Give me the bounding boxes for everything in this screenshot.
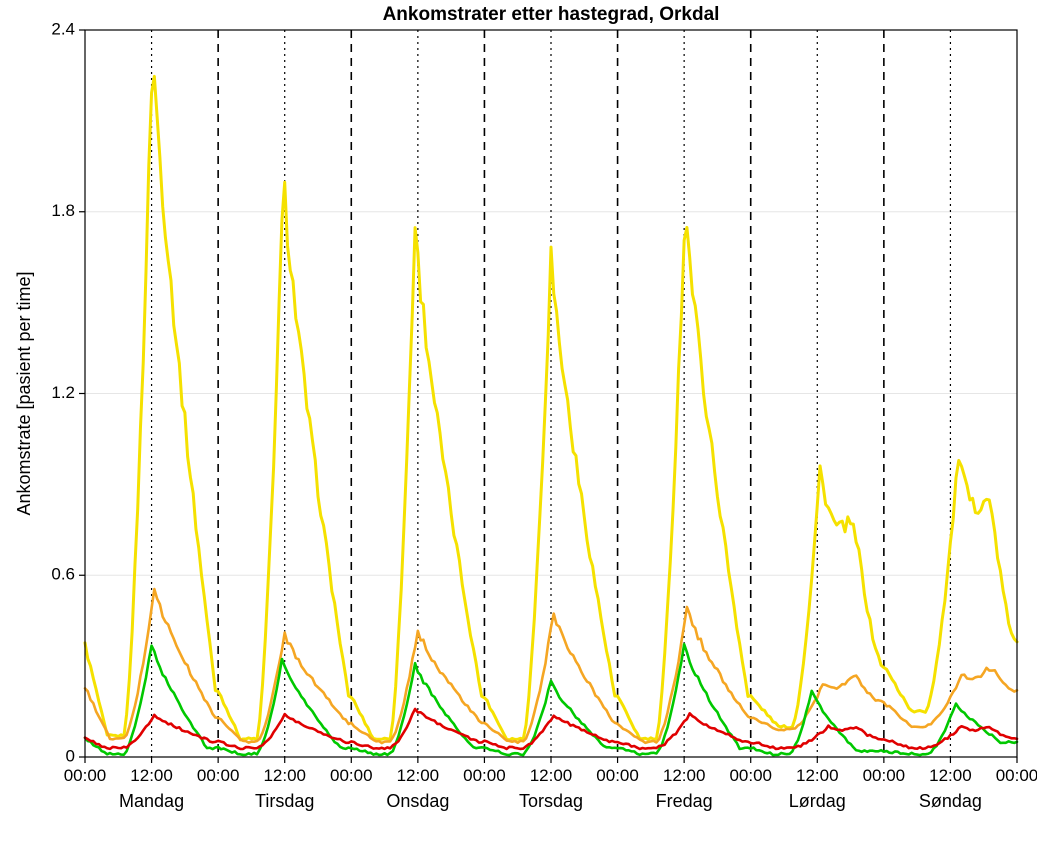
x-tick-label: 12:00 <box>263 766 306 785</box>
x-tick-label: 00:00 <box>863 766 906 785</box>
chart-svg: 0 0.6 1.2 1.8 2.4 00:00 12:00 00:00 12:00 00:00 12… <box>0 0 1037 842</box>
y-axis-label: Ankomstrate [pasient per time] <box>14 271 34 515</box>
day-label: Tirsdag <box>255 791 314 811</box>
day-label: Mandag <box>119 791 184 811</box>
y-tick-label: 1.8 <box>51 201 75 220</box>
x-tick-label: 00:00 <box>996 766 1037 785</box>
x-tick-label: 12:00 <box>796 766 839 785</box>
y-tick-label: 0 <box>66 746 75 765</box>
x-tick-label: 12:00 <box>663 766 706 785</box>
day-label: Onsdag <box>386 791 449 811</box>
day-label: Torsdag <box>519 791 583 811</box>
x-tick-label: 00:00 <box>596 766 639 785</box>
x-tick-label: 00:00 <box>729 766 772 785</box>
y-tick-label: 0.6 <box>51 565 75 584</box>
day-label: Søndag <box>919 791 982 811</box>
x-tick-label: 00:00 <box>197 766 240 785</box>
day-label: Fredag <box>656 791 713 811</box>
x-tick-label: 12:00 <box>397 766 440 785</box>
chart-title: Ankomstrater etter hastegrad, Orkdal <box>383 4 720 25</box>
x-tick-label: 12:00 <box>929 766 972 785</box>
day-label: Lørdag <box>789 791 846 811</box>
chart-container: 0 0.6 1.2 1.8 2.4 00:00 12:00 00:00 12:00 00:00 12… <box>0 0 1037 842</box>
x-tick-label: 00:00 <box>463 766 506 785</box>
y-tick-label: 1.2 <box>51 383 75 402</box>
x-tick-label: 12:00 <box>530 766 573 785</box>
x-tick-label: 12:00 <box>130 766 173 785</box>
y-tick-label: 2.4 <box>51 19 75 38</box>
x-tick-label: 00:00 <box>64 766 107 785</box>
x-tick-label: 00:00 <box>330 766 373 785</box>
